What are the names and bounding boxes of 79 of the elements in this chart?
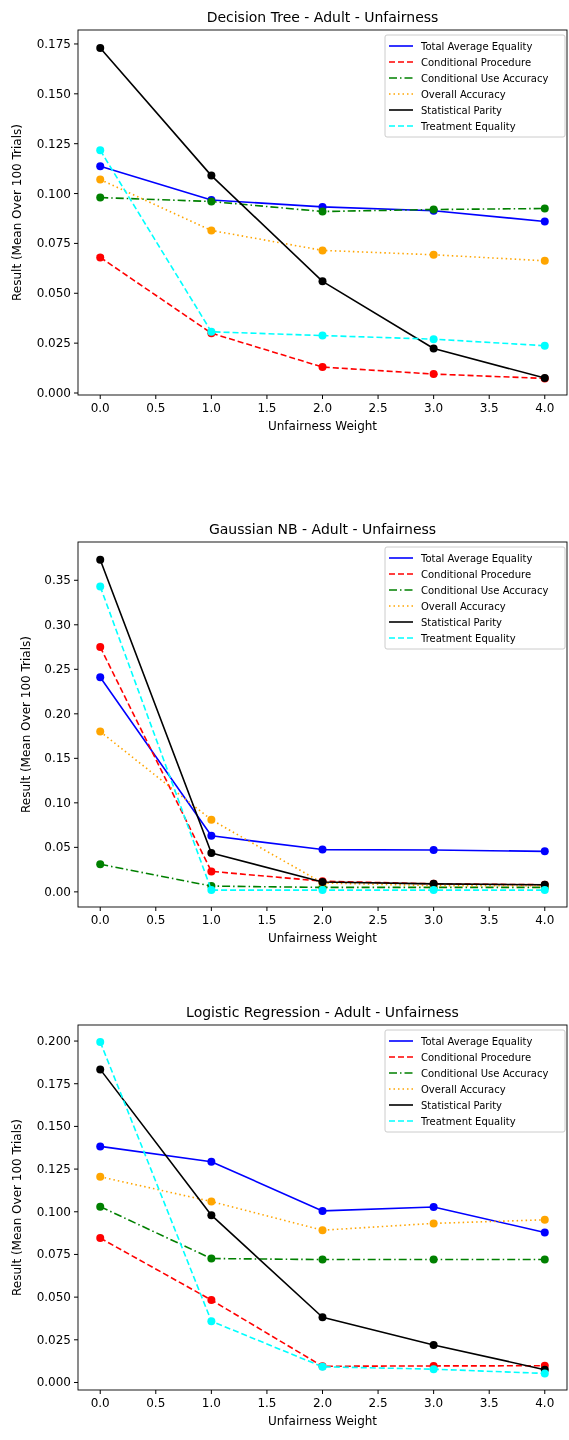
y-tick-label: 0.200 [36,1034,71,1049]
y-tick-label: 0.100 [36,1204,71,1219]
x-tick-label: 4.0 [535,1396,555,1410]
y-tick-label: 0.025 [36,1332,71,1347]
legend-label: Conditional Use Accuracy [421,72,549,84]
legend-label: Conditional Use Accuracy [421,584,549,596]
y-tick-label: 0.05 [44,840,71,855]
legend-label: Total Average Equality [420,552,533,564]
chart-title: Gaussian NB - Adult - Unfairness [208,521,437,537]
x-tick-label: 2.5 [368,913,388,927]
x-tick-label: 3.0 [424,1396,444,1410]
legend-label: Overall Accuracy [421,1083,506,1095]
legend-label: Overall Accuracy [421,600,506,612]
legend-label: Treatment Equality [420,1115,516,1127]
x-tick-label: 0.5 [146,401,166,415]
x-tick-label: 3.5 [479,1396,499,1410]
legend-label: Statistical Parity [421,1099,503,1111]
x-axis-title: Unfairness Weight [267,1414,378,1428]
y-tick-label: 0.125 [36,1162,71,1177]
legend-label: Statistical Parity [421,104,503,116]
legend-label: Total Average Equality [420,40,533,52]
x-tick-label: 0.5 [146,1396,166,1410]
x-tick-label: 4.0 [535,913,555,927]
x-tick-label: 0.0 [90,401,110,415]
x-tick-label: 0.5 [146,913,166,927]
x-tick-label: 1.0 [201,913,221,927]
legend-label: Treatment Equality [420,632,516,644]
legend-label: Conditional Procedure [421,568,532,580]
y-tick-label: 0.025 [36,336,71,351]
y-axis-title: Result (Mean Over 100 Trials) [10,124,24,301]
x-tick-label: 2.0 [312,1396,333,1410]
x-tick-label: 4.0 [535,401,555,415]
y-axis-title: Result (Mean Over 100 Trials) [10,1119,24,1296]
y-tick-label: 0.000 [36,386,71,401]
chart-title: Logistic Regression - Adult - Unfairness [186,1004,459,1020]
x-axis-title: Unfairness Weight [267,419,378,433]
x-tick-label: 1.5 [257,401,277,415]
legend-label: Conditional Use Accuracy [421,1067,549,1079]
y-tick-label: 0.35 [44,573,71,588]
y-tick-label: 0.30 [44,617,71,632]
x-tick-label: 1.5 [257,1396,277,1410]
y-tick-label: 0.075 [36,1247,71,1262]
legend-label: Total Average Equality [420,1035,533,1047]
y-tick-label: 0.000 [36,1375,71,1390]
y-tick-label: 0.10 [44,795,71,810]
y-tick-label: 0.175 [36,1076,71,1091]
x-tick-label: 3.5 [479,401,499,415]
legend-label: Conditional Procedure [421,56,532,68]
y-tick-label: 0.00 [44,884,71,899]
y-tick-label: 0.15 [44,751,71,766]
y-tick-label: 0.075 [36,236,71,251]
x-tick-label: 1.0 [201,1396,221,1410]
x-tick-label: 0.0 [90,913,110,927]
x-tick-label: 2.0 [312,401,333,415]
x-tick-label: 0.0 [90,1396,110,1410]
x-tick-label: 2.5 [368,1396,388,1410]
y-tick-label: 0.100 [36,186,71,201]
chart-title: Decision Tree - Adult - Unfairness [206,9,439,25]
x-tick-label: 3.0 [424,913,444,927]
x-tick-label: 2.0 [312,913,333,927]
legend-label: Treatment Equality [420,120,516,132]
legend-label: Conditional Procedure [421,1051,532,1063]
x-tick-label: 3.0 [424,401,444,415]
legend-label: Overall Accuracy [421,88,506,100]
y-tick-label: 0.050 [36,1290,71,1305]
y-tick-label: 0.175 [36,36,71,51]
x-tick-label: 3.5 [479,913,499,927]
x-tick-label: 1.0 [201,401,221,415]
y-tick-label: 0.150 [36,1119,71,1134]
x-tick-label: 2.5 [368,401,388,415]
y-tick-label: 0.050 [36,286,71,301]
x-tick-label: 1.5 [257,913,277,927]
x-axis-title: Unfairness Weight [267,931,378,945]
y-tick-label: 0.25 [44,662,71,677]
y-axis-title: Result (Mean Over 100 Trials) [19,636,33,813]
y-tick-label: 0.125 [36,136,71,151]
legend-label: Statistical Parity [421,616,503,628]
y-tick-label: 0.20 [44,706,71,721]
y-tick-label: 0.150 [36,86,71,101]
